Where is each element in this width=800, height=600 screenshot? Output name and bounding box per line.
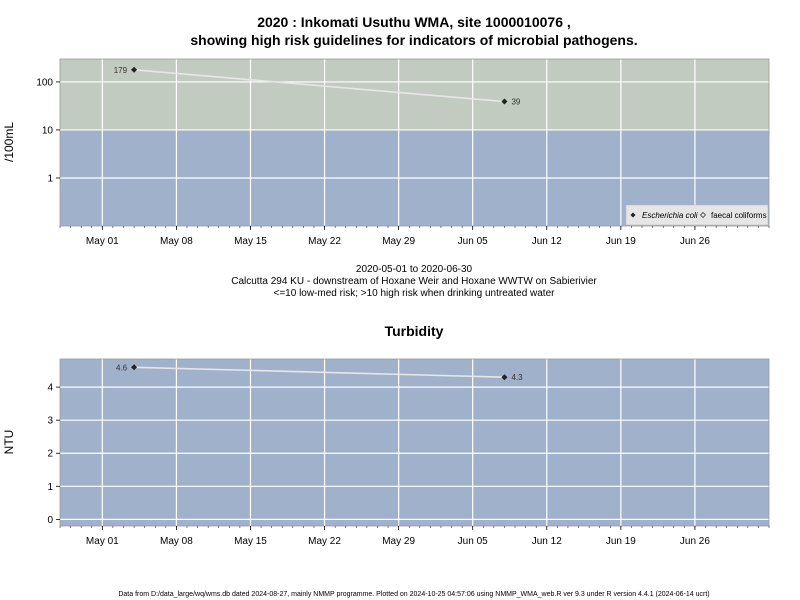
- chart1-date-range: 2020-05-01 to 2020-06-30: [356, 264, 473, 275]
- chart1-x-tick-label: Jun 19: [606, 236, 636, 247]
- chart2-x-tick-label: Jun 12: [532, 536, 562, 547]
- chart1-x-tick-label: May 01: [86, 236, 119, 247]
- chart2-x-tick-label: May 22: [308, 536, 341, 547]
- chart2-y-tick-label: 3: [47, 416, 53, 427]
- chart2-data-point: [131, 364, 138, 371]
- chart1-data-point: [501, 98, 508, 105]
- chart1-y-tick-label: 100: [36, 77, 53, 88]
- chart2-data-point: [501, 374, 508, 381]
- chart2-data-label: 4.6: [116, 363, 128, 372]
- chart1-x-tick-label: May 15: [234, 236, 267, 247]
- chart2-x-tick-label: Jun 19: [606, 536, 636, 547]
- chart1-x-tick-label: Jun 26: [680, 236, 710, 247]
- legend-ecoli-label: Escherichia coli: [642, 211, 698, 220]
- chart1-title-line2: showing high risk guidelines for indicat…: [190, 32, 637, 48]
- legend-diamond-open-icon: [700, 212, 706, 218]
- chart2-x-tick-label: May 01: [86, 536, 119, 547]
- chart2-x-tick-label: May 08: [160, 536, 193, 547]
- chart2-y-tick-label: 2: [47, 449, 53, 460]
- chart1-title-line1: 2020 : Inkomati Usuthu WMA, site 1000010…: [257, 14, 571, 30]
- chart2-plot-area: May 01 May 08 May 15 May 22 May 29 Jun 05 Jun …: [47, 358, 770, 547]
- legend-faecal-label: faecal coliforms: [711, 211, 767, 220]
- chart2-x-tick-label: Jun 05: [458, 536, 488, 547]
- chart1-x-tick-label: May 29: [382, 236, 415, 247]
- chart1-data-label: 179: [114, 66, 128, 75]
- chart2-x-tick-label: May 15: [234, 536, 267, 547]
- chart1-x-tick-label: May 08: [160, 236, 193, 247]
- chart1-series-line: [134, 68, 505, 103]
- chart1-x-tick-label: May 22: [308, 236, 341, 247]
- chart1-plot-area: May 01 May 08 May 15 May 22 May 29 Jun 05 Jun …: [36, 58, 770, 247]
- chart1-data-point: [131, 66, 138, 73]
- chart2-x-tick-label: May 29: [382, 536, 415, 547]
- chart1-x-tick-label: Jun 05: [458, 236, 488, 247]
- chart1-x-tick-label: Jun 12: [532, 236, 562, 247]
- chart1-data-label: 39: [511, 98, 520, 107]
- chart1-site-description: Calcutta 294 KU - downstream of Hoxane W…: [231, 276, 597, 287]
- chart1-risk-note: <=10 low-med risk; >10 high risk when dr…: [274, 288, 556, 299]
- chart2-plot-frame: [59, 358, 770, 527]
- footer-note: Data from D:/data_large/wq/wms.db dated …: [118, 591, 709, 598]
- chart2-y-tick-label: 4: [47, 383, 53, 394]
- chart2-data-label: 4.3: [511, 373, 523, 382]
- chart1-y-axis-label: /100mL: [2, 122, 16, 162]
- legend-box: [625, 204, 769, 226]
- chart1-plot-frame: [59, 58, 770, 227]
- chart2-y-tick-label: 0: [47, 515, 53, 526]
- chart2-y-axis-label: NTU: [2, 430, 16, 455]
- chart2-series-line: [134, 366, 505, 378]
- chart1-y-tick-label: 1: [47, 173, 53, 184]
- chart2-y-tick-label: 1: [47, 482, 53, 493]
- chart2-x-tick-label: Jun 26: [680, 536, 710, 547]
- legend-diamond-filled-icon: [630, 212, 636, 218]
- chart2-title: Turbidity: [385, 323, 444, 339]
- chart1-y-tick-label: 10: [42, 125, 54, 136]
- chart1-legend: Escherichia coli faecal coliforms: [625, 204, 769, 226]
- chart2-plot-background: [60, 359, 769, 526]
